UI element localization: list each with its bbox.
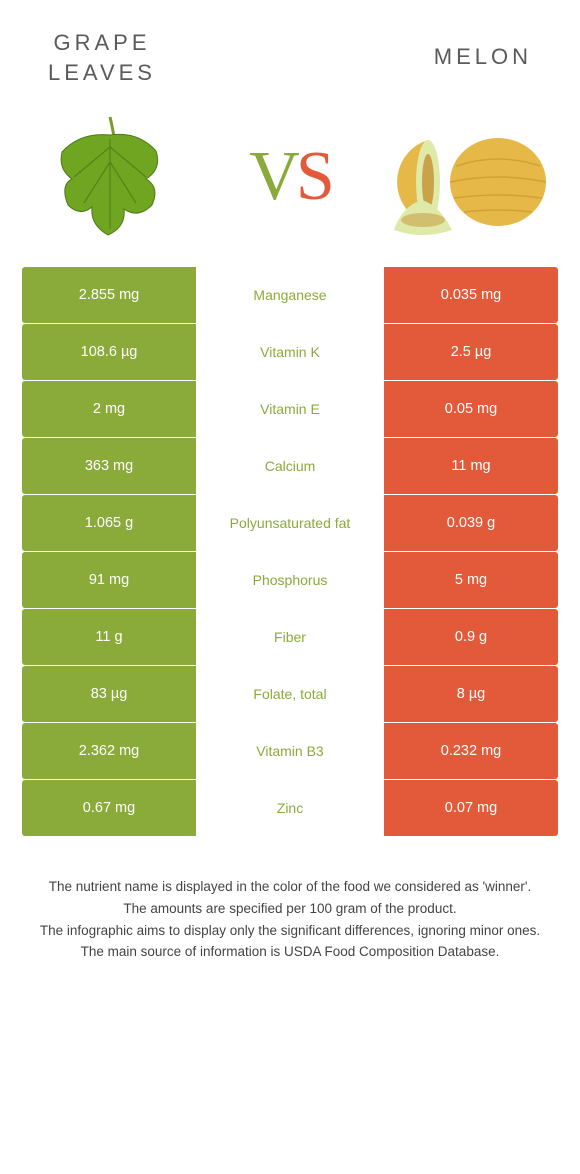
vs-s: S bbox=[296, 138, 331, 215]
grape-leaf-image bbox=[30, 107, 190, 247]
right-food-title: MELON bbox=[434, 28, 532, 87]
nutrient-name: Manganese bbox=[196, 267, 384, 323]
right-value: 0.05 mg bbox=[384, 381, 558, 437]
nutrient-name: Vitamin B3 bbox=[196, 723, 384, 779]
nutrient-name: Fiber bbox=[196, 609, 384, 665]
table-row: 2.362 mgVitamin B30.232 mg bbox=[22, 723, 558, 779]
left-value: 363 mg bbox=[22, 438, 196, 494]
table-row: 363 mgCalcium11 mg bbox=[22, 438, 558, 494]
right-value: 5 mg bbox=[384, 552, 558, 608]
nutrient-name: Zinc bbox=[196, 780, 384, 836]
left-value: 2.362 mg bbox=[22, 723, 196, 779]
left-value: 91 mg bbox=[22, 552, 196, 608]
table-row: 1.065 gPolyunsaturated fat0.039 g bbox=[22, 495, 558, 551]
table-row: 2.855 mgManganese0.035 mg bbox=[22, 267, 558, 323]
right-value: 11 mg bbox=[384, 438, 558, 494]
footnote-line: The main source of information is USDA F… bbox=[38, 942, 542, 962]
footnote-line: The nutrient name is displayed in the co… bbox=[38, 877, 542, 897]
comparison-table: 2.855 mgManganese0.035 mg108.6 µgVitamin… bbox=[0, 267, 580, 836]
footnote-line: The amounts are specified per 100 gram o… bbox=[38, 899, 542, 919]
right-value: 2.5 µg bbox=[384, 324, 558, 380]
table-row: 11 gFiber0.9 g bbox=[22, 609, 558, 665]
title-line: LEAVES bbox=[48, 60, 156, 85]
right-value: 0.039 g bbox=[384, 495, 558, 551]
title-line: GRAPE bbox=[53, 30, 150, 55]
left-value: 0.67 mg bbox=[22, 780, 196, 836]
vs-label: VS bbox=[249, 137, 331, 217]
left-value: 11 g bbox=[22, 609, 196, 665]
image-row: VS bbox=[0, 97, 580, 267]
table-row: 83 µgFolate, total8 µg bbox=[22, 666, 558, 722]
header: GRAPE LEAVES MELON bbox=[0, 0, 580, 97]
nutrient-name: Vitamin E bbox=[196, 381, 384, 437]
vs-v: V bbox=[249, 138, 296, 215]
left-value: 2 mg bbox=[22, 381, 196, 437]
nutrient-name: Phosphorus bbox=[196, 552, 384, 608]
footnote-line: The infographic aims to display only the… bbox=[38, 921, 542, 941]
nutrient-name: Vitamin K bbox=[196, 324, 384, 380]
footnotes: The nutrient name is displayed in the co… bbox=[0, 837, 580, 961]
nutrient-name: Calcium bbox=[196, 438, 384, 494]
right-value: 0.035 mg bbox=[384, 267, 558, 323]
right-value: 0.07 mg bbox=[384, 780, 558, 836]
table-row: 91 mgPhosphorus5 mg bbox=[22, 552, 558, 608]
table-row: 2 mgVitamin E0.05 mg bbox=[22, 381, 558, 437]
right-value: 0.9 g bbox=[384, 609, 558, 665]
right-value: 0.232 mg bbox=[384, 723, 558, 779]
left-value: 1.065 g bbox=[22, 495, 196, 551]
table-row: 0.67 mgZinc0.07 mg bbox=[22, 780, 558, 836]
table-row: 108.6 µgVitamin K2.5 µg bbox=[22, 324, 558, 380]
melon-image bbox=[390, 107, 550, 247]
nutrient-name: Polyunsaturated fat bbox=[196, 495, 384, 551]
left-value: 2.855 mg bbox=[22, 267, 196, 323]
left-value: 108.6 µg bbox=[22, 324, 196, 380]
nutrient-name: Folate, total bbox=[196, 666, 384, 722]
left-value: 83 µg bbox=[22, 666, 196, 722]
title-line: MELON bbox=[434, 44, 532, 69]
left-food-title: GRAPE LEAVES bbox=[48, 28, 156, 87]
right-value: 8 µg bbox=[384, 666, 558, 722]
